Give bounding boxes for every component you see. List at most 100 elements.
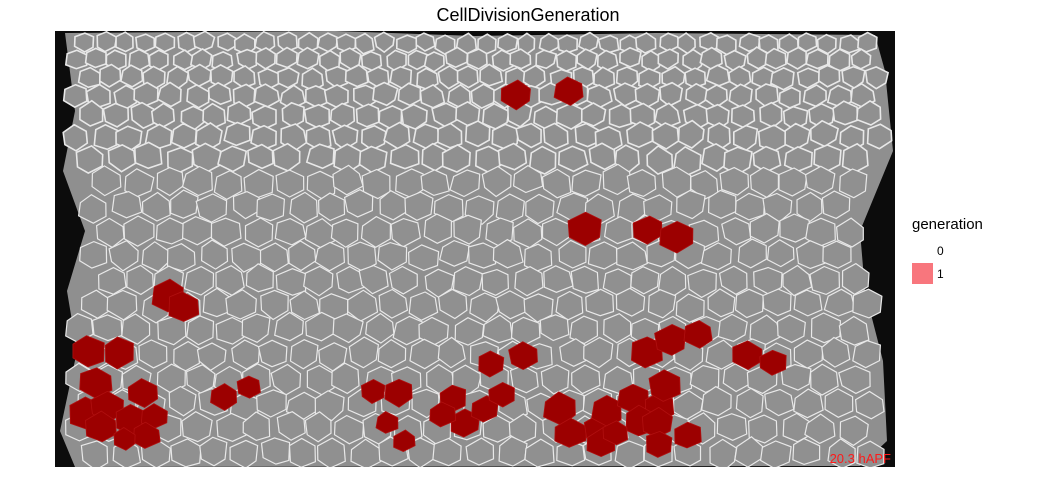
cell (245, 263, 274, 293)
cell (543, 265, 574, 293)
divided-cell (648, 369, 681, 402)
divided-cell (674, 421, 702, 449)
divided-cell (384, 378, 413, 408)
cell (558, 239, 587, 269)
cell (512, 164, 544, 194)
cell (378, 288, 409, 319)
cell (77, 66, 101, 89)
cell (64, 49, 88, 70)
cell (75, 144, 104, 175)
cell (242, 411, 271, 442)
cell (256, 193, 286, 222)
divided-cell (85, 410, 117, 443)
cell (749, 212, 780, 244)
cell (304, 411, 332, 443)
cell (170, 189, 199, 219)
cell (539, 314, 570, 342)
cell (675, 293, 705, 323)
cell (360, 215, 392, 249)
cell (718, 265, 748, 295)
cell (792, 437, 821, 466)
cell (456, 65, 479, 89)
divided-cell (360, 378, 386, 404)
cell (438, 239, 471, 267)
cell (619, 46, 642, 68)
cell (156, 166, 185, 197)
cell (602, 163, 632, 196)
cell (373, 31, 395, 54)
divided-cell (236, 375, 261, 399)
divided-cell (429, 401, 457, 428)
cell (719, 166, 750, 196)
cell (557, 34, 579, 54)
cell (138, 339, 168, 369)
cell (304, 85, 328, 109)
cell (707, 189, 737, 219)
cell (535, 49, 558, 70)
cell (793, 289, 823, 317)
cell (839, 415, 869, 447)
cell (207, 81, 232, 106)
cell (738, 32, 761, 53)
cell (437, 122, 463, 149)
cell (408, 291, 439, 321)
cell (782, 264, 813, 297)
legend: generation 0 1 (912, 216, 1042, 285)
cell (479, 63, 504, 87)
divided-cell (567, 211, 602, 247)
cell (437, 336, 466, 369)
cell (615, 287, 646, 317)
cell (580, 102, 607, 127)
cell (260, 437, 291, 465)
cell (555, 49, 578, 72)
legend-swatch-0 (912, 240, 933, 261)
cell (343, 189, 374, 218)
cell (786, 46, 808, 70)
cell (646, 144, 674, 176)
cell (821, 336, 851, 368)
cell (404, 191, 434, 221)
cell (200, 239, 229, 270)
cell (466, 48, 488, 70)
cell (247, 143, 274, 170)
cell (661, 166, 692, 198)
cell (303, 265, 334, 297)
cell (289, 290, 320, 321)
cell (281, 101, 305, 128)
divided-cell (632, 215, 663, 245)
cell (80, 440, 109, 467)
cell (689, 364, 720, 394)
tissue-image (60, 31, 893, 467)
cell (737, 238, 767, 269)
cell (121, 313, 151, 345)
cell (810, 312, 842, 344)
cell (571, 169, 602, 197)
cell (289, 191, 318, 224)
cell (832, 100, 859, 126)
cell (528, 145, 557, 175)
cell (707, 288, 736, 318)
cell (467, 242, 497, 269)
cell (651, 122, 680, 150)
cell (525, 193, 555, 225)
cell (587, 241, 618, 270)
cell (108, 239, 139, 272)
cell (91, 314, 123, 342)
cell (588, 142, 617, 171)
cell (540, 364, 570, 395)
cell (813, 144, 842, 172)
cell (91, 165, 122, 197)
cell (776, 314, 806, 344)
cell (677, 119, 705, 149)
cell (177, 31, 197, 53)
cell (111, 190, 143, 219)
cell (126, 264, 154, 296)
cell (687, 268, 717, 299)
divided-cell (732, 340, 763, 370)
cell (852, 288, 883, 319)
cell (331, 362, 360, 395)
cell (183, 265, 215, 296)
cell (181, 165, 213, 197)
cell (762, 288, 792, 317)
time-label: 20.3 hAPF (829, 451, 891, 466)
